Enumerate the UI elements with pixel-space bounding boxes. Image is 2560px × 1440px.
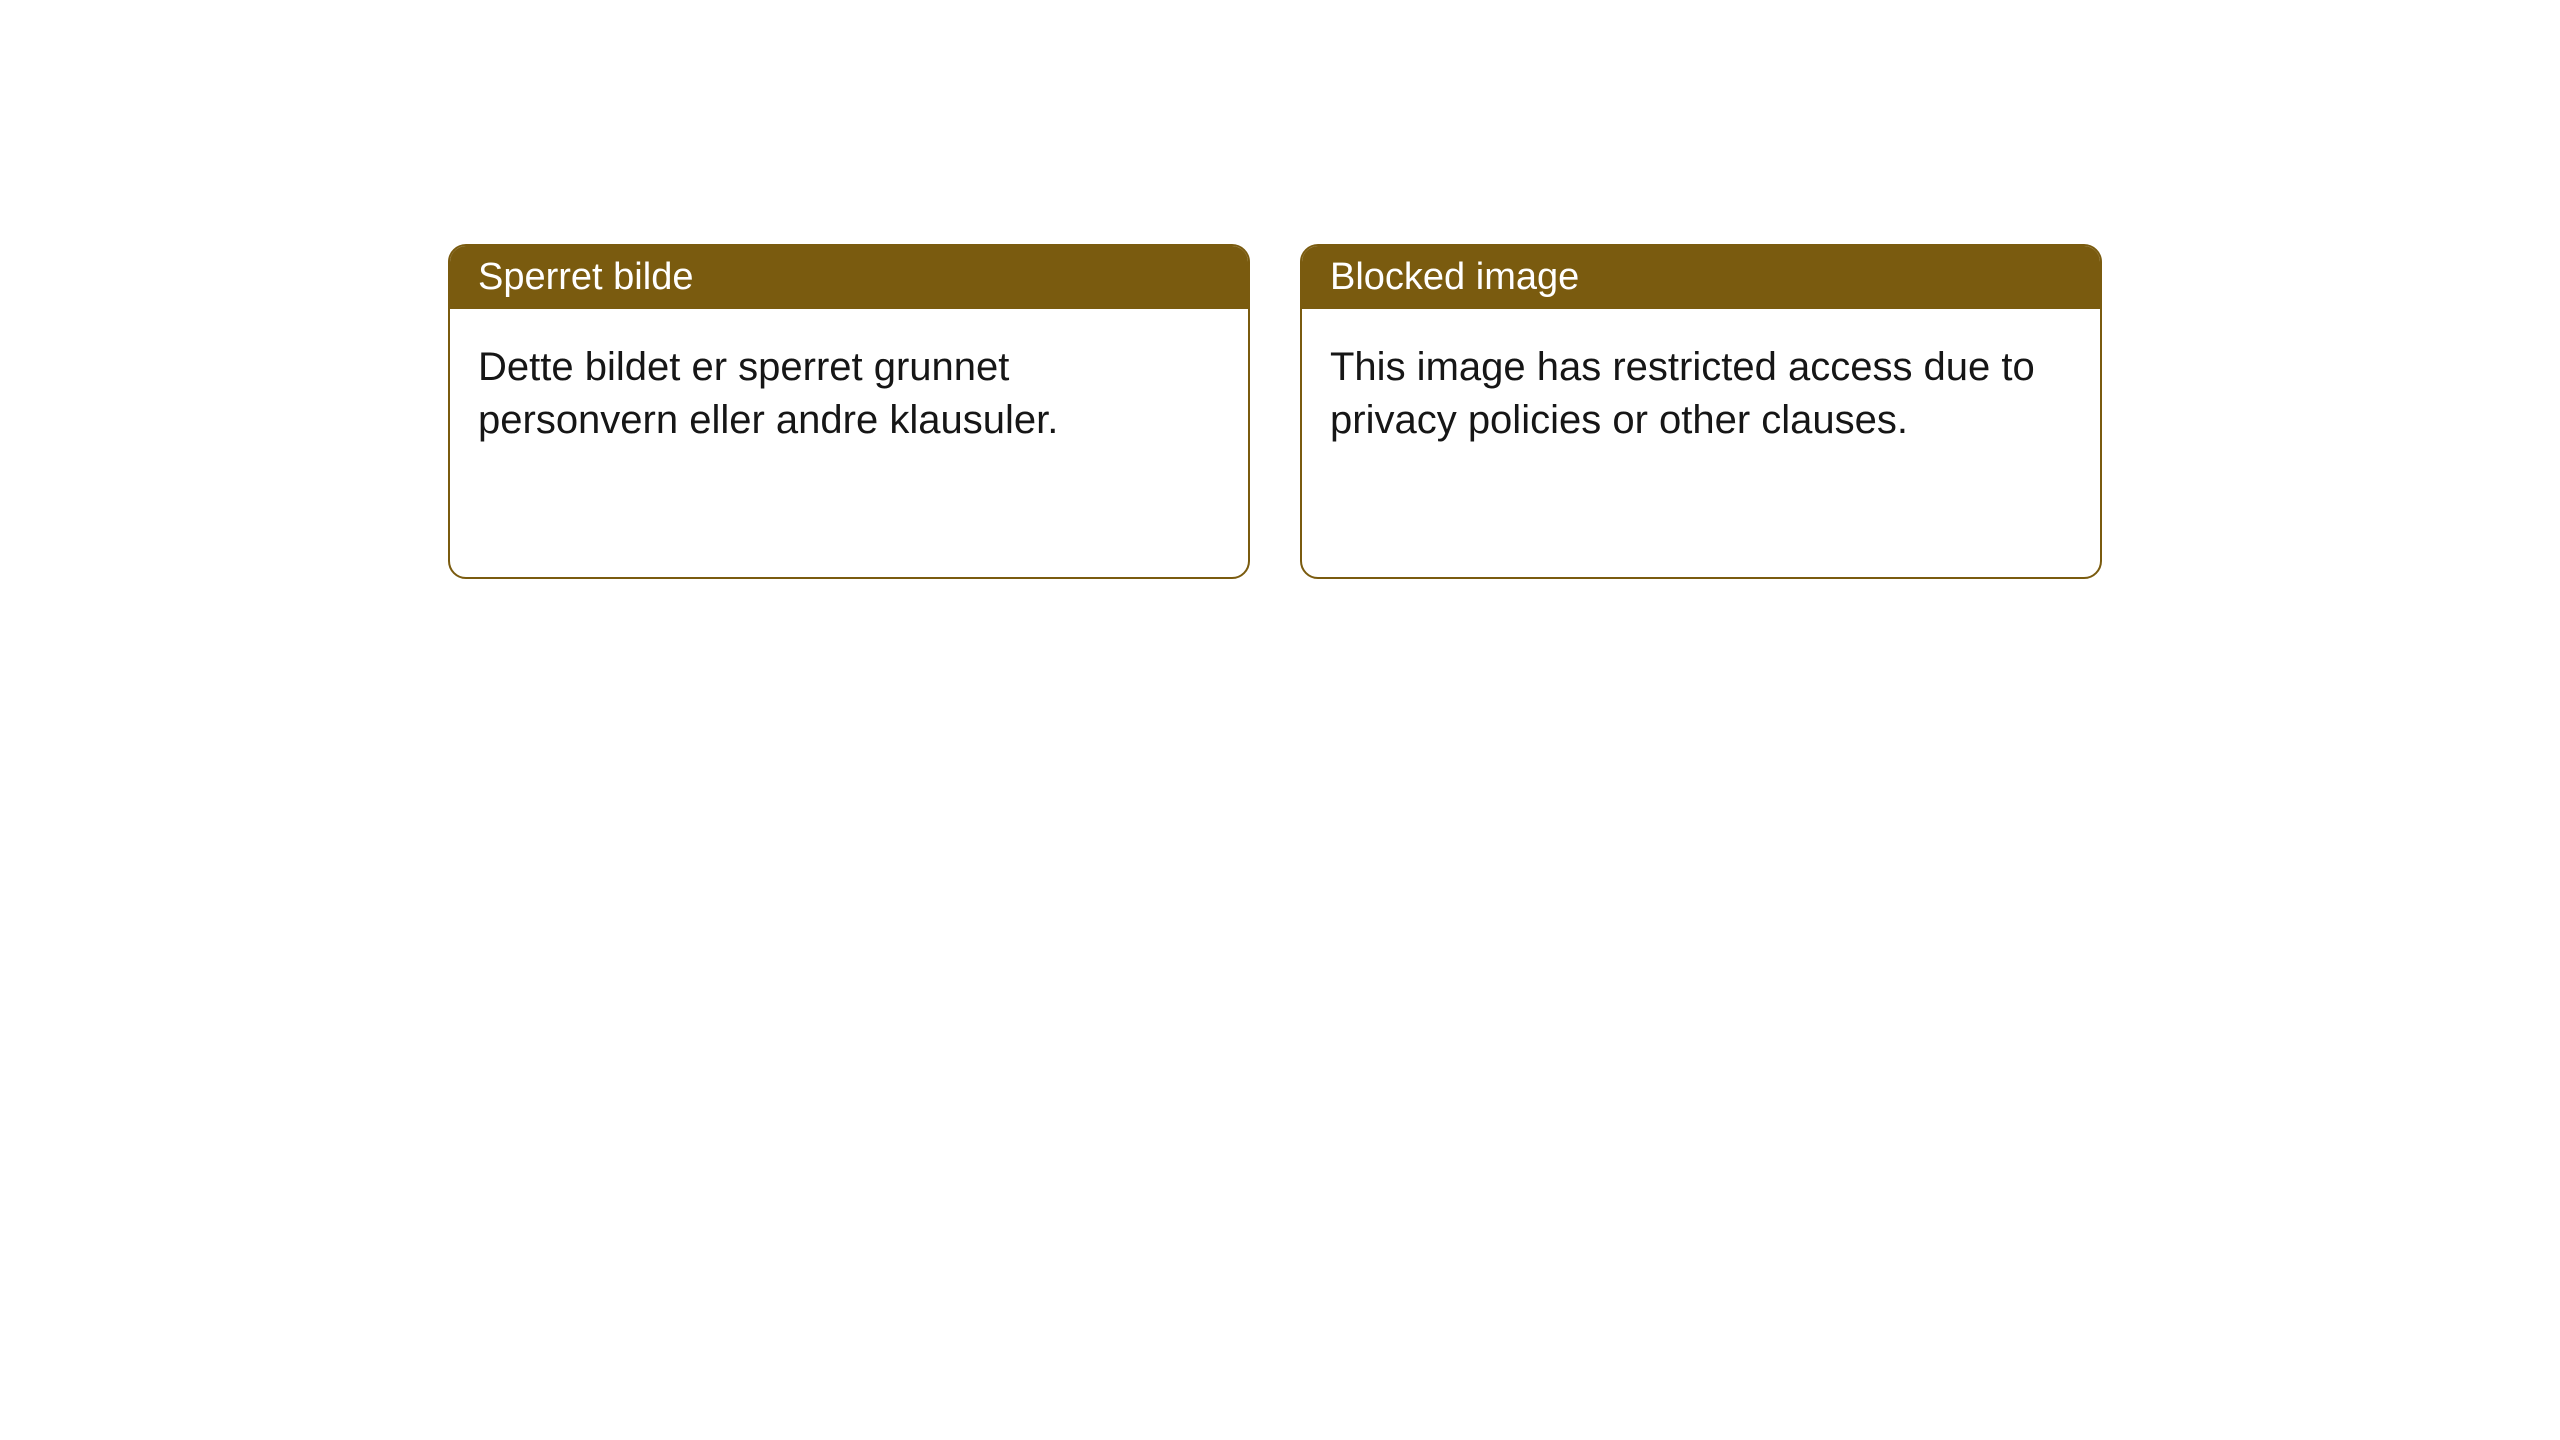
card-norwegian: Sperret bilde Dette bildet er sperret gr… bbox=[448, 244, 1250, 579]
card-message: This image has restricted access due to … bbox=[1330, 345, 2035, 442]
card-body-english: This image has restricted access due to … bbox=[1302, 309, 2100, 577]
cards-container: Sperret bilde Dette bildet er sperret gr… bbox=[0, 0, 2560, 579]
card-message: Dette bildet er sperret grunnet personve… bbox=[478, 345, 1058, 442]
card-header-norwegian: Sperret bilde bbox=[450, 246, 1248, 309]
card-body-norwegian: Dette bildet er sperret grunnet personve… bbox=[450, 309, 1248, 577]
card-title: Blocked image bbox=[1330, 256, 1579, 298]
card-title: Sperret bilde bbox=[478, 256, 693, 298]
card-english: Blocked image This image has restricted … bbox=[1300, 244, 2102, 579]
card-header-english: Blocked image bbox=[1302, 246, 2100, 309]
